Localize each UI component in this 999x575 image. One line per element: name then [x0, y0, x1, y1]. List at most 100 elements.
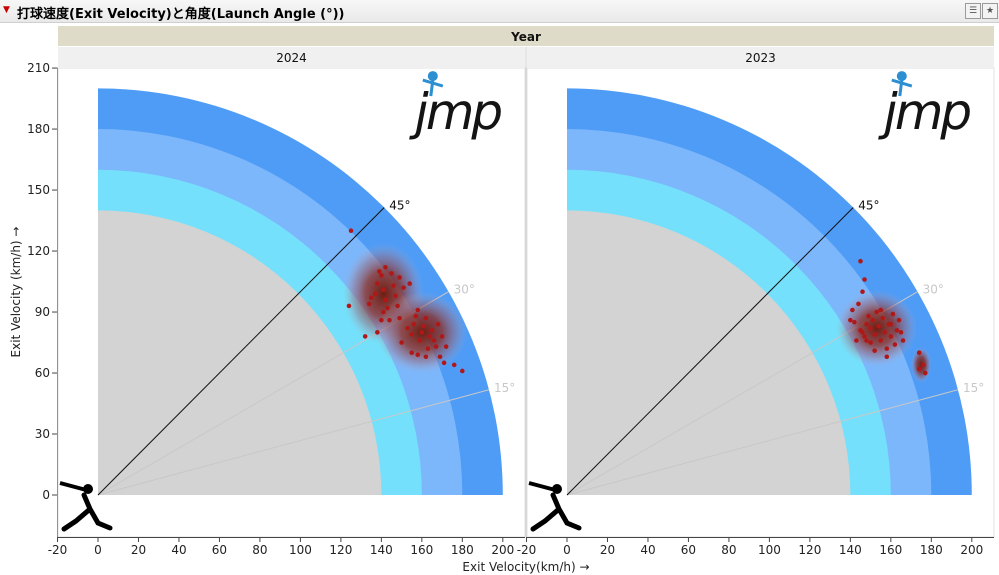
data-point: [379, 317, 384, 323]
y-tick-label: 60: [35, 366, 50, 380]
data-point: [415, 307, 421, 313]
report-options-icon[interactable]: ★: [982, 3, 998, 19]
y-axis-title: Exit Velocity (km/h) →: [9, 227, 23, 358]
data-point: [916, 366, 922, 372]
data-point: [399, 340, 404, 345]
data-point: [372, 291, 378, 297]
data-point: [381, 309, 386, 315]
angle-label-15: 15°: [494, 381, 515, 395]
data-point: [413, 313, 419, 319]
disclosure-toggle-icon[interactable]: ▼: [3, 5, 10, 15]
data-point: [880, 315, 886, 321]
data-point: [409, 332, 415, 337]
x-tick-label: 120: [798, 543, 821, 557]
panel-strip: [527, 47, 994, 67]
plot-content: jmp 15° 30° 45°: [59, 71, 515, 532]
jmp-logo: jmp: [878, 83, 971, 141]
data-point: [409, 350, 415, 355]
group-header-label: Year: [510, 30, 541, 44]
data-point: [366, 301, 372, 307]
data-point: [379, 273, 384, 278]
x-tick-label: 120: [329, 543, 352, 557]
data-point: [421, 323, 427, 329]
data-point: [423, 315, 429, 321]
data-point: [866, 313, 871, 319]
x-tick-label: 180: [451, 543, 474, 557]
data-point: [401, 285, 406, 290]
data-point: [872, 332, 877, 337]
data-point: [922, 370, 928, 376]
batter-bat-icon: [59, 481, 91, 493]
angle-label-30: 30°: [923, 283, 944, 297]
data-point: [435, 321, 441, 327]
data-point: [460, 368, 465, 374]
data-point: [888, 334, 894, 339]
data-point: [888, 321, 894, 327]
panel-strip-label: 2024: [276, 51, 307, 65]
data-point: [862, 334, 867, 339]
x-tick-label: 100: [758, 543, 781, 557]
data-point: [854, 338, 859, 343]
data-point: [900, 338, 906, 343]
x-tick-label: 140: [839, 543, 862, 557]
data-point: [405, 325, 410, 331]
jmp-logo-figure-icon: [891, 78, 913, 97]
data-point: [389, 271, 394, 276]
data-point: [383, 297, 388, 303]
y-tick-label: 30: [35, 427, 50, 441]
x-tick-label: 180: [920, 543, 943, 557]
data-point: [862, 277, 867, 282]
y-tick-label: 180: [27, 122, 50, 136]
data-point: [395, 303, 400, 309]
y-tick-label: 150: [27, 183, 50, 197]
data-point: [411, 321, 417, 327]
data-point: [415, 352, 421, 358]
x-tick-label: 160: [879, 543, 902, 557]
jmp-logo-figure-icon: [422, 78, 444, 97]
y-tick-label: 90: [35, 305, 50, 319]
data-point: [856, 301, 861, 307]
data-point: [377, 269, 382, 274]
data-point: [375, 281, 380, 286]
x-tick-label: -20: [517, 543, 537, 557]
data-point: [346, 303, 352, 309]
data-point: [429, 328, 435, 333]
angle-line-45: [566, 207, 854, 496]
x-tick-label: 80: [252, 543, 267, 557]
data-point: [441, 360, 447, 366]
y-tick-label: 0: [42, 488, 50, 502]
data-point: [868, 325, 873, 331]
plot-content: jmp 15° 30° 45°: [528, 71, 984, 532]
density-contour: [836, 290, 918, 367]
x-tick-label: 200: [491, 543, 514, 557]
data-point: [870, 317, 875, 323]
x-tick-label: 100: [289, 543, 312, 557]
outline-title-bar: ▼ 打球速度(Exit Velocity)と角度(Launch Angle (°…: [0, 0, 999, 23]
x-tick-label: -20: [48, 543, 68, 557]
data-point: [892, 342, 898, 347]
data-point: [433, 344, 439, 349]
jmp-logo: jmp: [409, 83, 502, 141]
x-tick-label: 160: [410, 543, 433, 557]
angle-label-15: 15°: [963, 381, 984, 395]
data-point: [397, 275, 402, 280]
data-point: [872, 348, 877, 353]
panel-strip: [58, 47, 525, 67]
data-point: [439, 334, 445, 339]
report-menu-icon[interactable]: ☰: [965, 3, 981, 19]
data-point: [876, 323, 881, 329]
x-tick-label: 140: [370, 543, 393, 557]
data-point: [864, 338, 869, 343]
data-point: [427, 334, 433, 339]
angle-label-45: 45°: [389, 198, 410, 212]
x-tick-label: 60: [681, 543, 696, 557]
data-point: [916, 350, 922, 355]
data-point: [387, 317, 392, 323]
data-point: [391, 283, 396, 288]
data-point: [437, 354, 443, 360]
data-point: [920, 362, 926, 368]
data-point: [878, 338, 884, 343]
report-title: 打球速度(Exit Velocity)と角度(Launch Angle (°)): [17, 7, 345, 22]
data-point: [850, 307, 855, 313]
